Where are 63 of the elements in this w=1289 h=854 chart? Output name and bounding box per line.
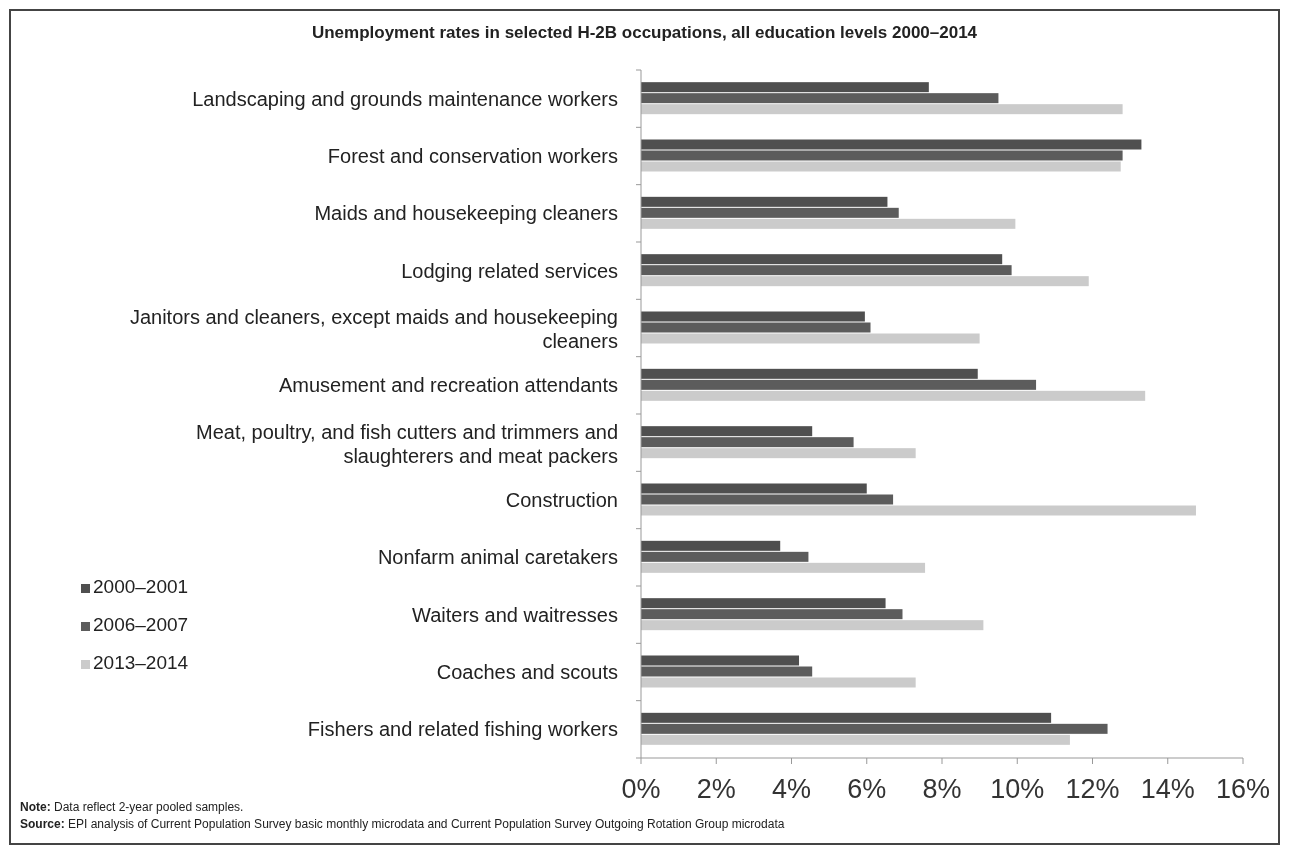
y-tick-label: Landscaping and grounds maintenance workers [192, 87, 618, 110]
chart-title: Unemployment rates in selected H-2B occupations, all education levels 2000–2014 [311, 23, 978, 42]
bar [641, 712, 1052, 723]
bar [641, 448, 916, 459]
bar [641, 620, 984, 631]
bar [641, 390, 1146, 401]
bar [641, 505, 1196, 516]
bar [641, 196, 888, 207]
x-tick-label: 2% [696, 774, 736, 804]
bar [641, 276, 1089, 287]
bar [641, 666, 813, 677]
bar [641, 609, 903, 620]
y-tick-label: Lodging related services [401, 259, 618, 282]
y-tick-label: Janitors and cleaners, except maids and housekeeping cleaners [129, 306, 618, 352]
text: Note: Data reflect 2-year pooled samples. [20, 800, 244, 814]
x-tick-label: 0% [621, 774, 661, 804]
y-tick-label: Nonfarm animal caretakers [377, 546, 618, 569]
bar [641, 218, 1016, 229]
x-tick-label: 14% [1140, 774, 1195, 804]
legend-label: 2013–2014 [93, 652, 189, 673]
y-tick-label: Amusement and recreation attendants [278, 374, 618, 397]
bar [641, 677, 916, 688]
x-tick-label: 12% [1065, 774, 1120, 804]
bar [641, 333, 980, 344]
bar [641, 265, 1012, 276]
x-tick-label: 10% [990, 774, 1045, 804]
y-tick-label: Forest and conservation workers [327, 145, 618, 167]
legend-label: 2000–2001 [93, 576, 189, 597]
bar [641, 540, 781, 551]
bar [641, 104, 1123, 115]
bar [641, 734, 1070, 745]
bar [641, 379, 1037, 390]
y-tick-label: Fishers and related fishing workers [307, 718, 618, 741]
bar [641, 311, 865, 322]
y-tick-label: Meat, poultry, and fish cutters and trimmers and slaughterers and meat packers [195, 420, 618, 467]
bar [641, 93, 999, 104]
bar [641, 494, 894, 505]
bar [641, 207, 899, 218]
bar [641, 483, 867, 494]
x-tick-label: 6% [847, 774, 887, 804]
x-tick-label: 8% [922, 774, 962, 804]
bar [641, 368, 978, 379]
bar [641, 723, 1108, 734]
bar [641, 139, 1142, 150]
legend-label: 2006–2007 [93, 614, 189, 635]
source-note: Source: EPI analysis of Current Population Survey basic monthly microdata and Current Population Survey Outgoing Rotation Group microdata [20, 817, 785, 831]
bar [641, 426, 813, 437]
x-tick-label: 16% [1215, 774, 1271, 804]
bar [641, 254, 1003, 265]
bar [641, 150, 1123, 161]
bar [641, 437, 854, 448]
bar [641, 562, 926, 573]
bar [641, 598, 886, 609]
y-tick-label: Construction [505, 489, 618, 511]
x-tick-label: 4% [771, 774, 812, 804]
y-tick-label: Maids and housekeeping cleaners [314, 202, 618, 225]
bar [641, 551, 809, 562]
bar [641, 655, 800, 666]
y-tick-label: Coaches and scouts [436, 661, 618, 683]
bar [641, 322, 871, 333]
y-tick-label: Waiters and waitresses [412, 603, 618, 626]
bar [641, 82, 929, 93]
bar [641, 161, 1121, 172]
